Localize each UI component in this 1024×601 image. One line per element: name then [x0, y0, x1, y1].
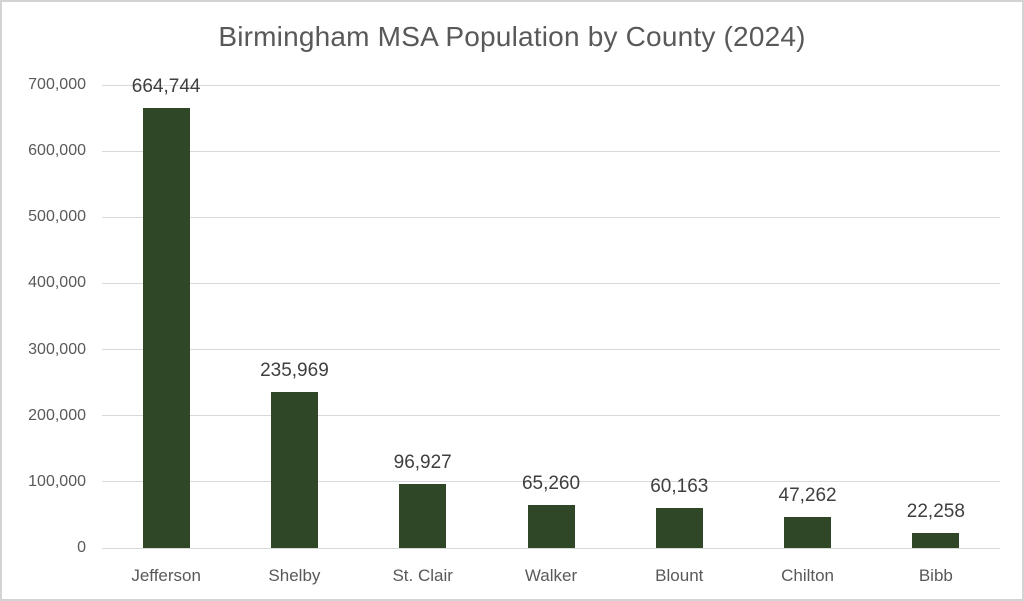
x-category-label: Chilton	[781, 566, 835, 585]
y-tick-label: 700,000	[28, 76, 86, 93]
bar-value-label: 60,163	[650, 476, 709, 498]
bar	[655, 508, 703, 548]
x-category-label: Shelby	[268, 566, 321, 585]
y-tick-label: 100,000	[28, 472, 86, 490]
bar	[527, 504, 575, 548]
x-category-label: Walker	[524, 566, 578, 585]
y-tick-label: 400,000	[28, 274, 86, 292]
y-tick-label: 500,000	[28, 208, 86, 226]
bar	[784, 516, 832, 548]
y-tick-label: 600,000	[28, 142, 86, 160]
bar	[912, 533, 960, 548]
gridline	[102, 216, 1000, 218]
bar	[270, 391, 318, 548]
bar-value-label: 65,260	[521, 472, 581, 494]
bar-value-label: 664,744	[131, 76, 201, 98]
bar-value-label: 96,927	[393, 451, 452, 473]
gridline	[102, 415, 1000, 417]
gridline	[102, 84, 1000, 86]
bar-value-label: 47,262	[778, 484, 837, 506]
gridline	[102, 282, 1000, 284]
y-tick-label: 0	[77, 539, 86, 556]
chart-title: Birmingham MSA Population by County (202…	[218, 21, 806, 52]
x-category-label: St. Clair	[392, 566, 453, 585]
bar-value-label: 235,969	[260, 359, 329, 381]
bar-value-label: 22,258	[906, 501, 965, 523]
x-category-label: Jefferson	[131, 566, 201, 585]
gridline	[102, 349, 1000, 351]
bar	[399, 483, 447, 548]
x-category-label: Blount	[655, 566, 704, 585]
y-tick-label: 200,000	[28, 406, 86, 424]
x-category-label: Bibb	[918, 566, 953, 585]
bar	[142, 108, 190, 548]
gridline	[102, 150, 1000, 152]
gridline	[102, 481, 1000, 483]
gridline	[102, 547, 1000, 549]
y-tick-label: 300,000	[28, 340, 86, 358]
